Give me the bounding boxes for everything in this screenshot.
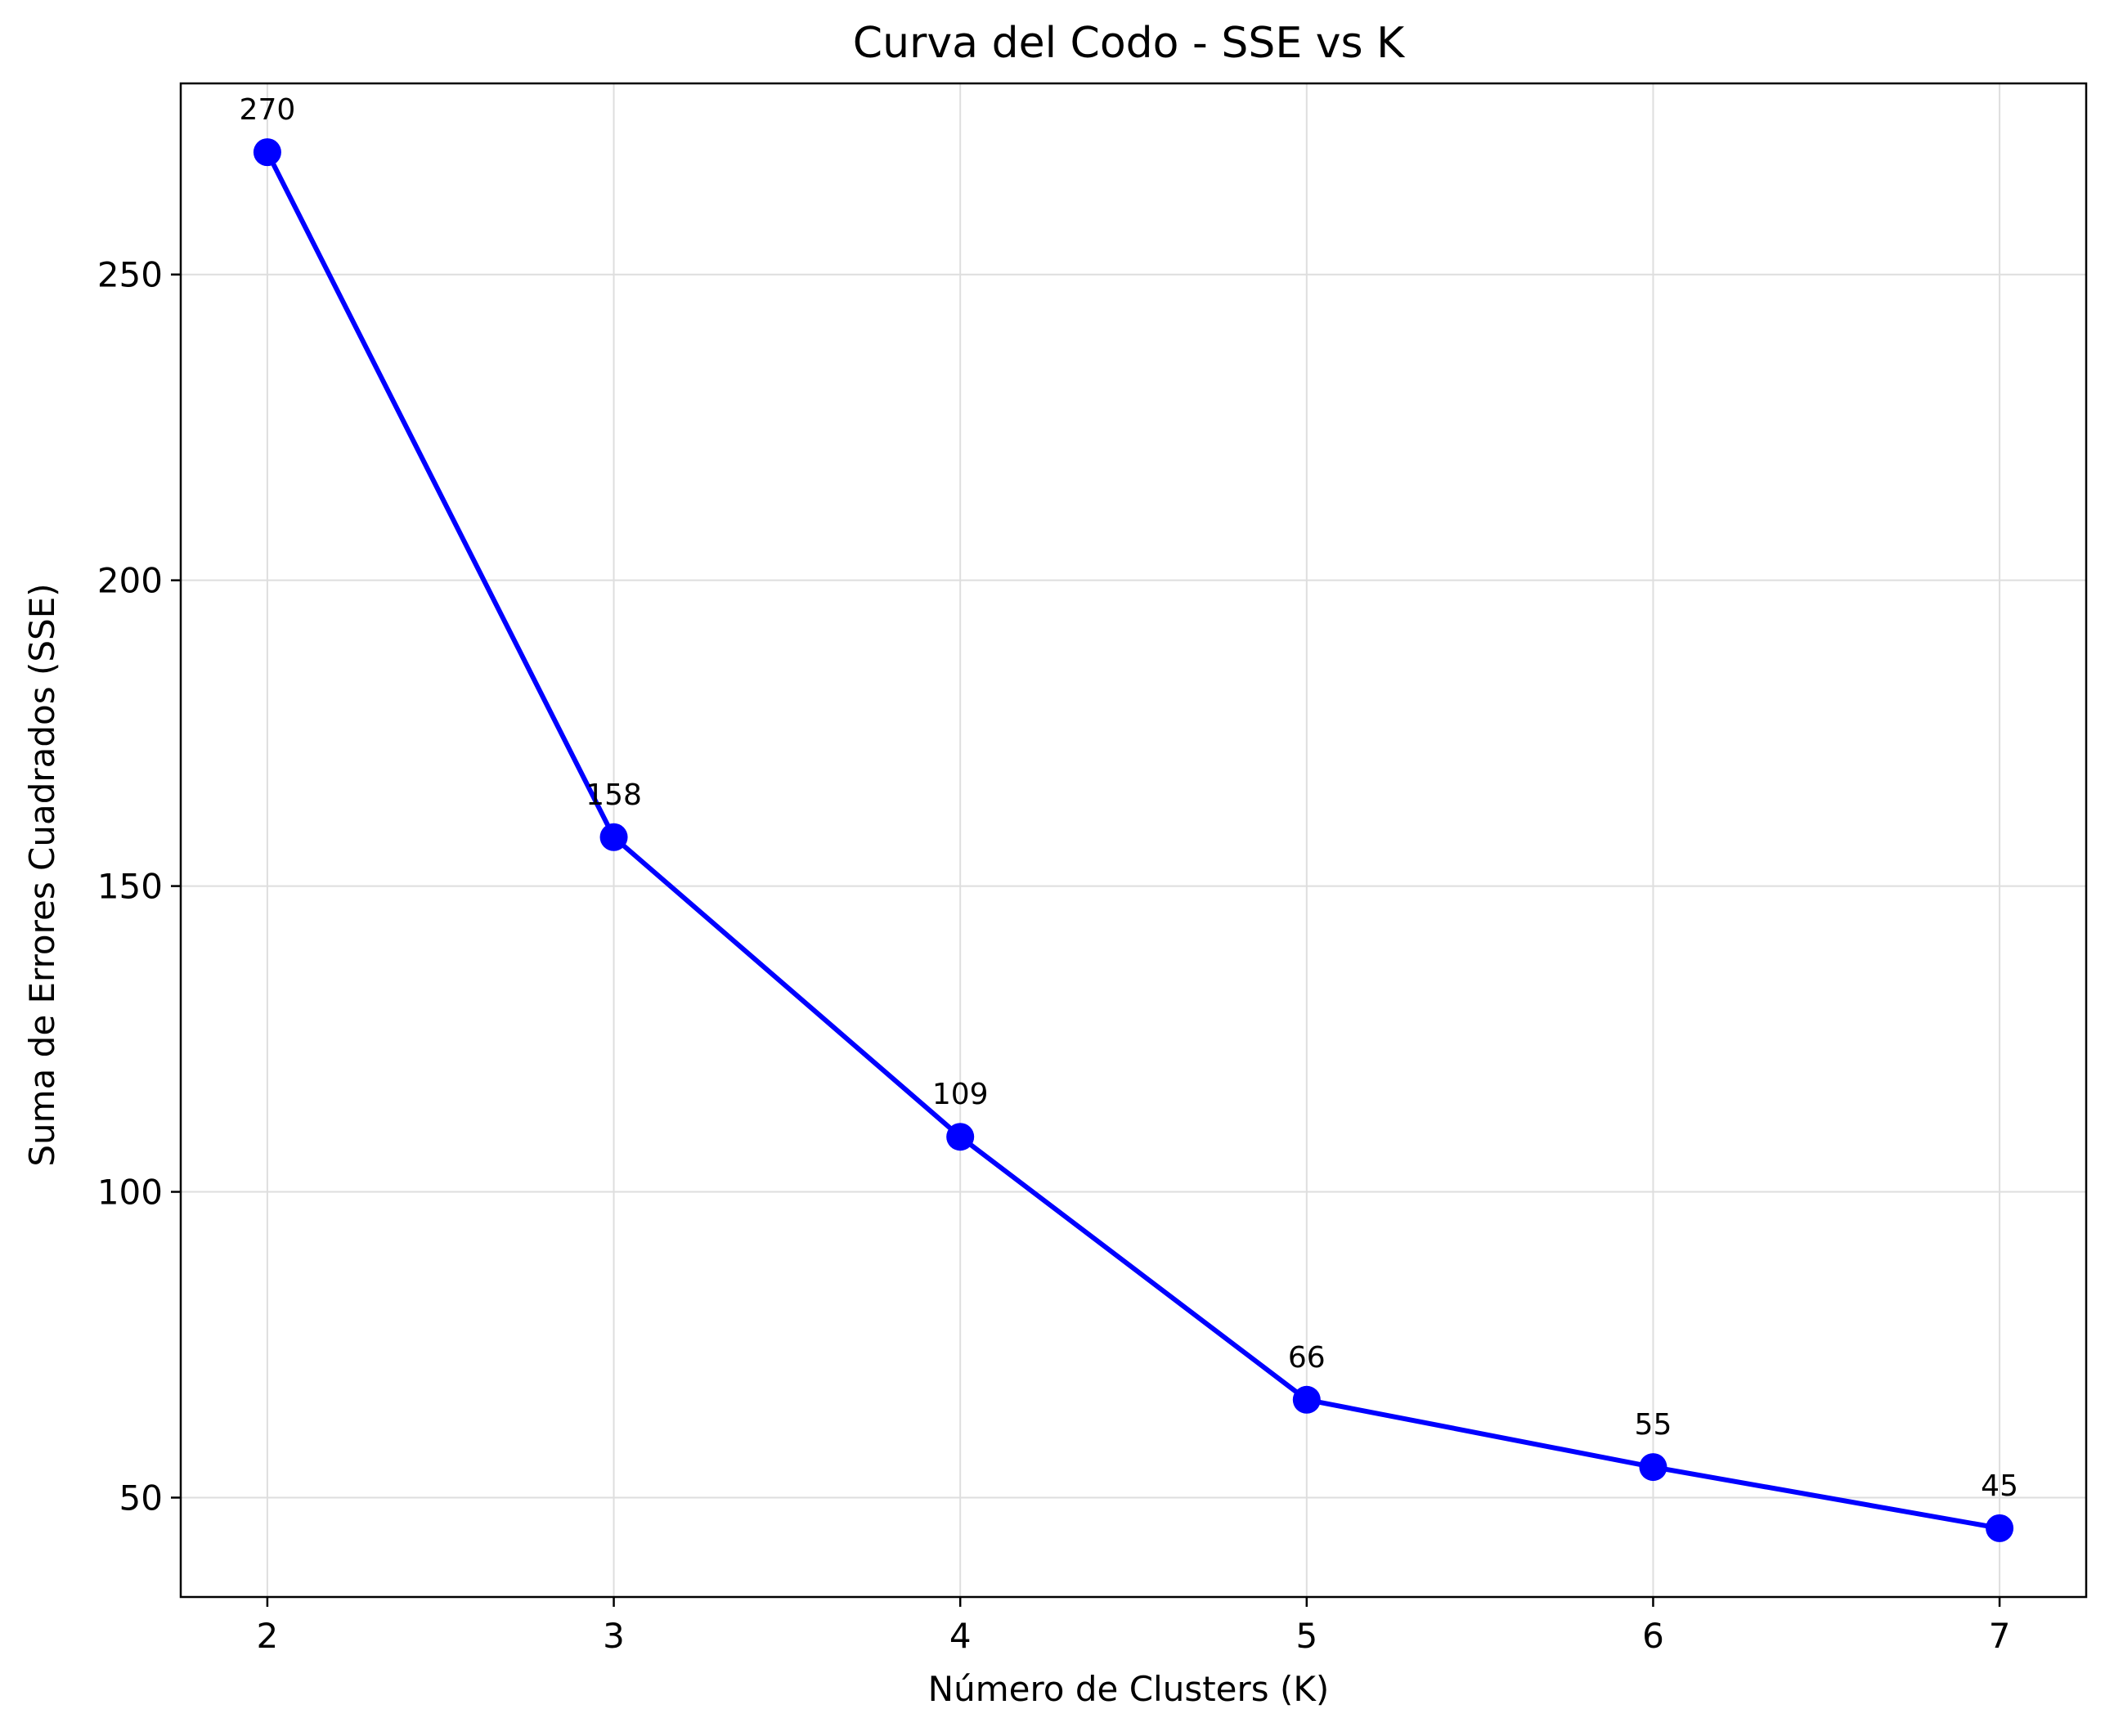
data-point	[946, 1123, 975, 1151]
x-tick-label: 5	[1295, 1616, 1317, 1656]
grid-lines	[181, 83, 2086, 1597]
x-axis-label: Número de Clusters (K)	[928, 1669, 1330, 1709]
data-label: 270	[240, 93, 296, 127]
y-tick-label: 200	[97, 561, 163, 601]
series-line-layer	[264, 150, 2003, 1531]
data-point	[1292, 1385, 1321, 1414]
data-label: 66	[1288, 1341, 1326, 1375]
data-label: 55	[1635, 1408, 1672, 1442]
data-label: 109	[932, 1078, 989, 1111]
y-tick-label: 50	[119, 1478, 163, 1518]
x-tick-label: 2	[257, 1616, 279, 1656]
data-point	[1986, 1514, 2014, 1542]
x-axis-ticks: 2 3 4 5 6 7	[257, 1597, 2011, 1656]
data-point	[599, 823, 628, 851]
y-tick-label: 100	[97, 1173, 163, 1213]
chart-title: Curva del Codo - SSE vs K	[853, 19, 1406, 68]
data-point	[1639, 1453, 1667, 1482]
x-tick-label: 7	[1989, 1616, 2011, 1656]
data-labels: 270 158 109 66 55 45	[240, 93, 2018, 1503]
x-tick-label: 3	[603, 1616, 625, 1656]
data-point	[253, 138, 281, 167]
series-markers	[253, 138, 2014, 1542]
data-label: 158	[586, 778, 642, 812]
series-line	[264, 150, 2003, 1531]
x-tick-label: 6	[1642, 1616, 1664, 1656]
plot-area-frame	[179, 82, 2088, 1599]
y-axis-label: Suma de Errores Cuadrados (SSE)	[22, 583, 62, 1166]
y-tick-label: 150	[97, 867, 163, 907]
y-tick-label: 250	[97, 255, 163, 295]
data-label: 45	[1981, 1469, 2018, 1503]
y-axis-ticks: 50 100 150 200 250	[97, 255, 181, 1518]
x-tick-label: 4	[949, 1616, 972, 1656]
